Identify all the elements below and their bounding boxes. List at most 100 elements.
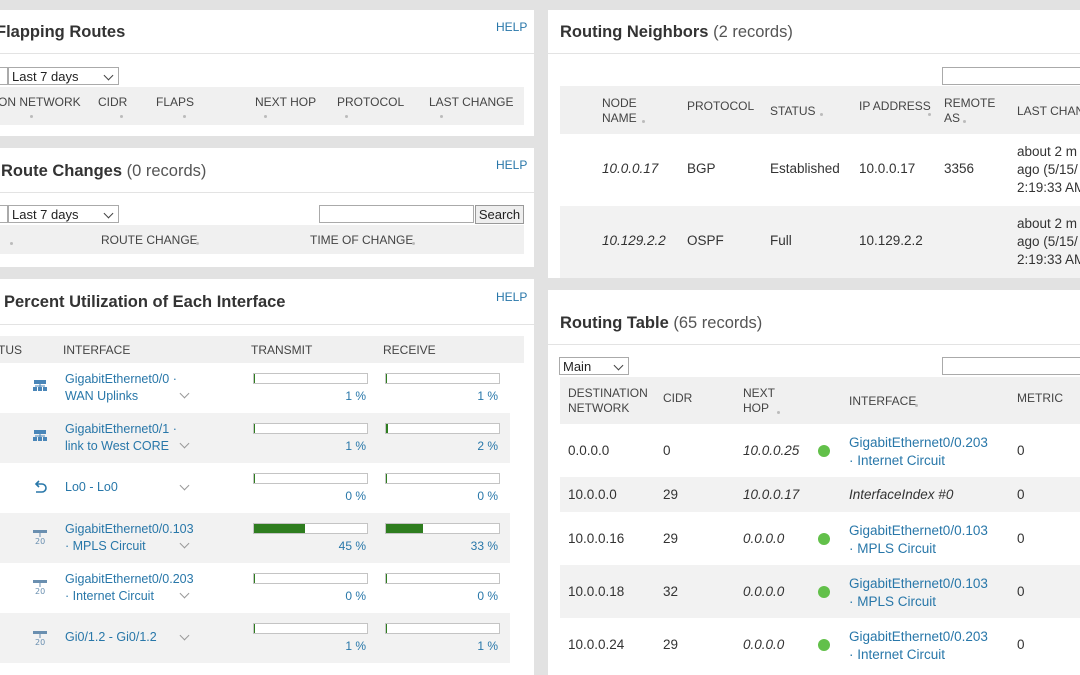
node-name[interactable]: 10.0.0.17: [602, 161, 659, 176]
period-select[interactable]: Last 7 days: [8, 205, 119, 223]
col-status[interactable]: STATUS: [770, 104, 816, 118]
search-input[interactable]: [319, 205, 474, 223]
destination-network: 10.0.0.18: [568, 584, 625, 599]
help-link[interactable]: HELP: [496, 290, 528, 304]
table-header: TUS INTERFACE TRANSMIT RECEIVE: [0, 336, 524, 363]
col-ip-address[interactable]: IP ADDRESS: [859, 99, 931, 113]
sort-icon: [963, 120, 966, 123]
interface-link[interactable]: GigabitEthernet0/0.203 · Internet Circuit: [849, 628, 988, 664]
col-interface[interactable]: INTERFACE: [63, 343, 131, 357]
table-row: Lo0 - Lo0 0 % 0 %: [0, 463, 510, 513]
utilization-panel: Percent Utilization of Each Interface HE…: [0, 279, 534, 675]
col-time-of-change[interactable]: TIME OF CHANGE: [310, 233, 414, 247]
last-change: about 2 m ago (5/15/2:19:33 AM: [1017, 143, 1080, 197]
svg-text:20: 20: [35, 638, 45, 646]
sort-icon: [120, 115, 123, 118]
col-protocol[interactable]: PROTOCOL: [337, 95, 405, 109]
interface-caption: · MPLS Circuit: [65, 539, 146, 553]
sort-icon: [777, 411, 780, 414]
interface-link[interactable]: GigabitEthernet0/1 · link to West CORE: [65, 421, 177, 455]
col-cidr[interactable]: CIDR: [663, 391, 693, 405]
col-destination-network[interactable]: DESTINATION NETWORK: [568, 386, 648, 415]
col-interface[interactable]: INTERFACE: [849, 394, 917, 408]
transmit-percent: 0 %: [345, 589, 366, 603]
interface-link[interactable]: GigabitEthernet0/0.103 · MPLS Circuit: [65, 521, 194, 555]
col-receive[interactable]: RECEIVE: [383, 343, 436, 357]
interface-link[interactable]: GigabitEthernet0/0 · WAN Uplinks: [65, 371, 177, 405]
interface-caption: WAN Uplinks: [65, 389, 139, 403]
chevron-down-icon: [103, 70, 114, 81]
status-up-icon: [818, 533, 830, 545]
col-route-change[interactable]: ROUTE CHANGE: [101, 233, 198, 247]
period-select[interactable]: Last 7 days: [8, 67, 119, 85]
interface-name: GigabitEthernet0/0.103: [849, 523, 988, 538]
interface-name: Gi0/1.2 - Gi0/1.2: [65, 630, 157, 644]
col-cidr[interactable]: CIDR: [98, 95, 128, 109]
transmit-bar: [253, 523, 368, 534]
chevron-down-icon[interactable]: [179, 480, 190, 491]
col-transmit[interactable]: TRANSMIT: [251, 343, 313, 357]
col-next-hop[interactable]: NEXT HOP: [255, 95, 317, 109]
next-hop: 0.0.0.0: [743, 531, 785, 546]
table-view-select[interactable]: Main: [559, 357, 629, 375]
partial-dropdown[interactable]: [0, 205, 8, 223]
interface-link[interactable]: GigabitEthernet0/0.203 · Internet Circuit: [65, 571, 194, 605]
ip-address: 10.129.2.2: [859, 233, 923, 248]
col-node-name[interactable]: NODE NAME: [602, 96, 637, 125]
col-metric[interactable]: METRIC: [1017, 391, 1063, 405]
col-next-hop[interactable]: NEXT HOP: [743, 386, 776, 415]
panel-title: Route Changes (0 records): [1, 162, 207, 180]
transmit-fill: [254, 474, 255, 483]
next-hop: 0.0.0.0: [743, 637, 785, 652]
sort-icon: [196, 242, 199, 245]
sort-icon: [928, 113, 931, 116]
cidr: 29: [663, 531, 679, 546]
panel-title: Percent Utilization of Each Interface: [4, 293, 286, 311]
panel-title: Routing Table (65 records): [560, 314, 763, 332]
table-row: 20 Gi0/1.2 - Gi0/1.2 1 % 1 %: [0, 613, 510, 663]
col-remote-as[interactable]: REMOTE AS: [944, 96, 996, 125]
partial-dropdown[interactable]: [0, 67, 8, 85]
col-last-change[interactable]: LAST CHANG: [1017, 104, 1080, 118]
interface-link[interactable]: GigabitEthernet0/0.103 · MPLS Circuit: [849, 575, 988, 611]
col-protocol[interactable]: PROTOCOL: [687, 99, 755, 113]
interface-name: GigabitEthernet0/0 ·: [65, 372, 177, 386]
transmit-fill: [254, 424, 256, 433]
search-input[interactable]: [942, 67, 1080, 85]
last-change-line: ago (5/15/: [1017, 234, 1078, 249]
interface-caption: · Internet Circuit: [65, 589, 154, 603]
help-link[interactable]: HELP: [496, 20, 528, 34]
divider: [0, 53, 534, 54]
interface-link[interactable]: Lo0 - Lo0: [65, 479, 118, 496]
search-input[interactable]: [942, 357, 1080, 375]
table-row: 10.0.0.24 29 0.0.0.0 GigabitEthernet0/0.203…: [560, 618, 1080, 671]
col-destination-network[interactable]: ON NETWORK: [0, 95, 81, 109]
col-flaps[interactable]: FLAPS: [156, 95, 195, 109]
table-row: 10.0.0.0 29 10.0.0.17 InterfaceIndex #0 0: [560, 477, 1080, 512]
interface-link[interactable]: Gi0/1.2 - Gi0/1.2: [65, 629, 157, 646]
cidr: 32: [663, 584, 679, 599]
transmit-percent: 45 %: [338, 539, 366, 553]
chevron-down-icon[interactable]: [179, 630, 190, 641]
help-link[interactable]: HELP: [496, 158, 528, 172]
interface-name: GigabitEthernet0/1 ·: [65, 422, 177, 436]
chevron-down-icon[interactable]: [179, 388, 190, 399]
col-status[interactable]: TUS: [0, 343, 22, 357]
subinterface-icon: 20: [32, 529, 48, 550]
col-last-change[interactable]: LAST CHANGE: [429, 95, 514, 109]
transmit-fill: [254, 574, 255, 583]
ip-address: 10.0.0.17: [859, 161, 916, 176]
status: Established: [770, 161, 840, 176]
chevron-down-icon[interactable]: [179, 438, 190, 449]
table-header: ON NETWORK CIDR FLAPS NEXT HOP PROTOCOL …: [0, 87, 524, 125]
interface-link[interactable]: GigabitEthernet0/0.203 · Internet Circuit: [849, 434, 988, 470]
node-name[interactable]: 10.129.2.2: [602, 233, 666, 248]
interface-link[interactable]: GigabitEthernet0/0.103 · MPLS Circuit: [849, 522, 988, 558]
receive-percent: 2 %: [477, 439, 498, 453]
last-change-line: about 2 m: [1017, 216, 1078, 231]
table-row: 20 GigabitEthernet0/0.103 · MPLS Circuit 45…: [0, 513, 510, 563]
sort-icon: [10, 242, 13, 245]
status-up-icon: [818, 445, 830, 457]
search-button[interactable]: Search: [475, 205, 524, 224]
svg-text:20: 20: [35, 587, 45, 595]
